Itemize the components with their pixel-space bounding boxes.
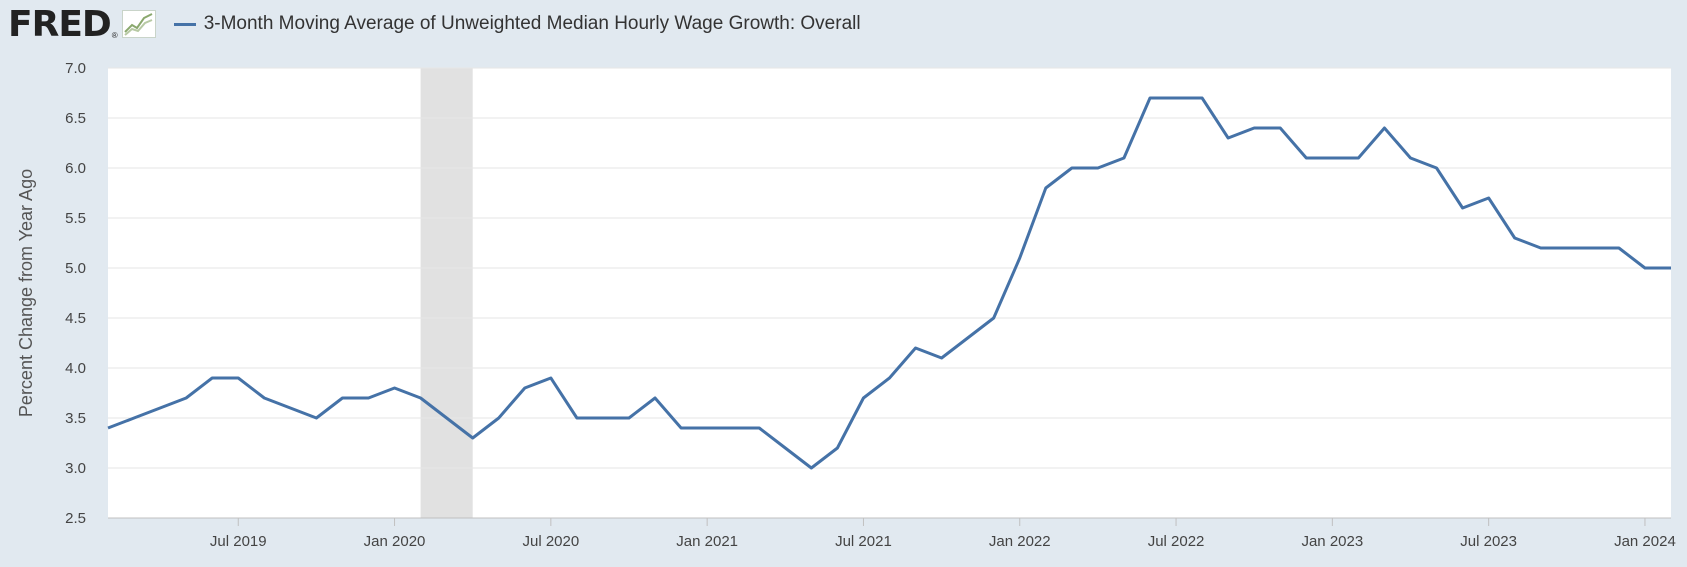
legend-swatch: [173, 22, 196, 26]
fred-logo[interactable]: FRED: [8, 3, 112, 45]
y-tick-label: 4.0: [65, 360, 86, 377]
x-tick-label: Jan 2021: [676, 533, 738, 550]
x-axis-ticks: Jul 2019 Jan 2020 Jul 2020 Jan 2021 Jul 2021…: [108, 517, 1676, 550]
y-tick-label: 5.5: [65, 210, 86, 227]
plot-area: [108, 68, 1671, 518]
x-tick-label: Jul 2021: [835, 533, 892, 550]
legend-label: 3-Month Moving Average of Unweighted Med…: [203, 13, 861, 34]
legend[interactable]: 3-Month Moving Average of Unweighted Med…: [173, 13, 861, 35]
y-axis-title: Percent Change from Year Ago: [16, 169, 36, 417]
x-tick-label: Jan 2022: [989, 533, 1051, 550]
y-axis-ticks: 2.5 3.0 3.5 4.0 4.5 5.0 5.5 6.0 6.5 7.0: [65, 60, 86, 527]
y-tick-label: 2.5: [65, 510, 86, 527]
fred-logo-graph-icon: [121, 10, 156, 38]
y-tick-label: 6.5: [65, 110, 86, 127]
y-tick-label: 5.0: [65, 260, 86, 277]
fred-logo-registered: ®: [111, 30, 118, 40]
y-tick-label: 6.0: [65, 160, 86, 177]
x-tick-label: Jan 2020: [364, 533, 426, 550]
y-tick-label: 3.0: [65, 460, 86, 477]
x-tick-label: Jul 2023: [1460, 533, 1517, 550]
x-tick-label: Jul 2022: [1148, 533, 1205, 550]
recession-shading: [420, 68, 473, 518]
y-tick-label: 7.0: [65, 60, 86, 77]
x-tick-label: Jan 2024: [1614, 533, 1676, 550]
x-tick-label: Jul 2019: [210, 533, 267, 550]
chart-header: FRED ® 3-Month Moving Average of Unweigh…: [8, 3, 861, 45]
y-tick-label: 4.5: [65, 310, 86, 327]
y-tick-label: 3.5: [65, 410, 86, 427]
x-tick-label: Jan 2023: [1301, 533, 1363, 550]
x-tick-label: Jul 2020: [522, 533, 579, 550]
series-line[interactable]: [107, 96, 1671, 470]
